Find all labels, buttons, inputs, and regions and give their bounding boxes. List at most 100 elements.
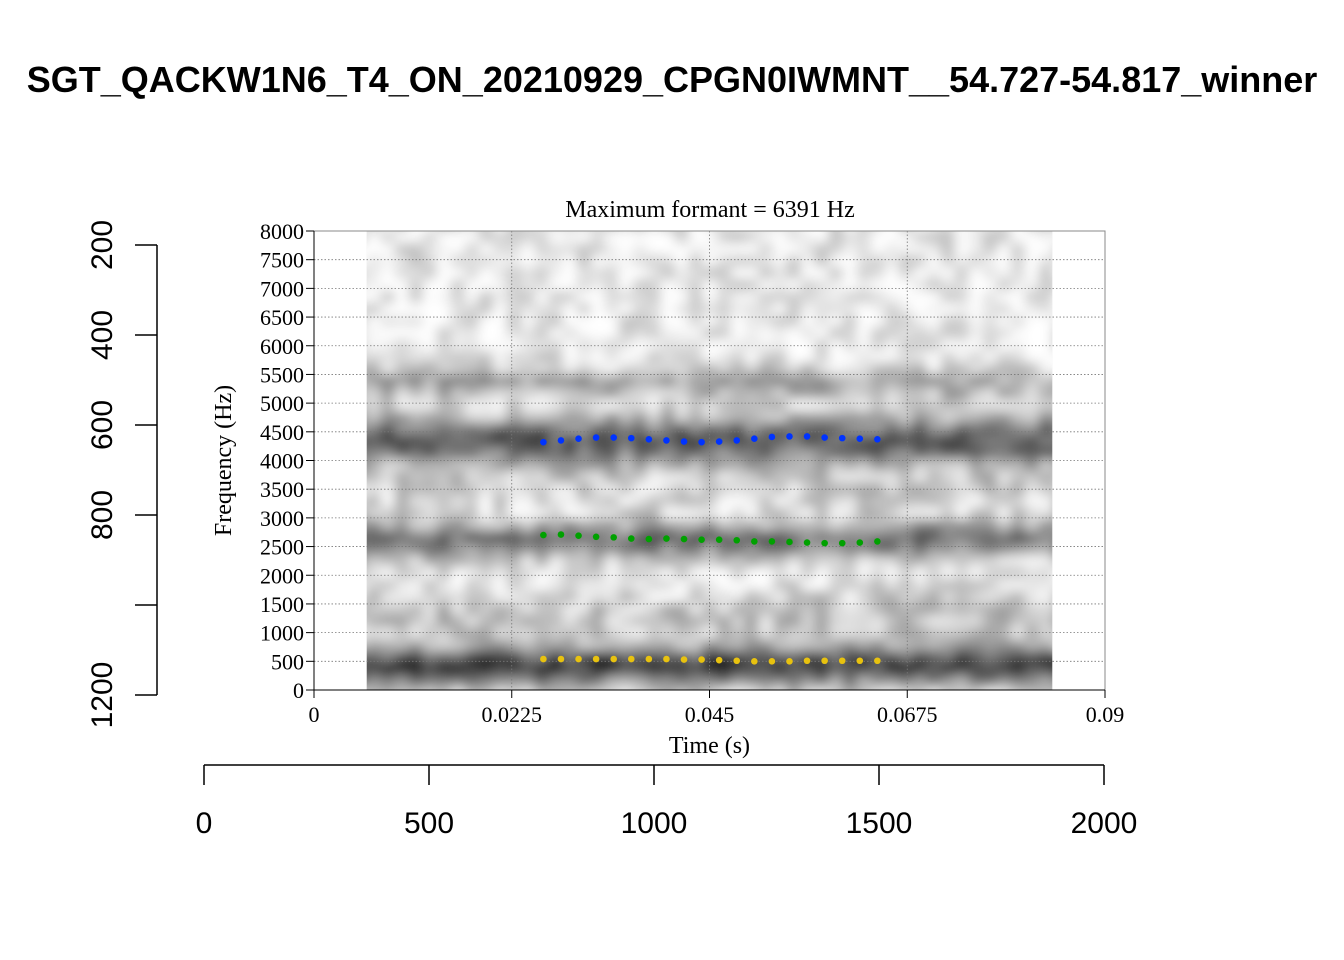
formant-point xyxy=(733,536,741,544)
y-tick-label: 4500 xyxy=(260,420,304,445)
formant-point xyxy=(874,435,881,443)
formant-point xyxy=(874,657,881,665)
formant-point xyxy=(838,434,846,442)
outer-x-tick-label: 500 xyxy=(404,807,454,840)
x-tick-label: 0.09 xyxy=(1086,702,1125,727)
formant-point xyxy=(856,435,864,442)
formant-point xyxy=(856,657,864,665)
formant-point xyxy=(663,437,670,444)
spectrogram xyxy=(366,231,1053,690)
y-tick-label: 8000 xyxy=(260,219,304,244)
formant-point xyxy=(645,535,653,543)
outer-y-tick-label: 1200 xyxy=(86,662,119,729)
formant-point xyxy=(751,538,758,545)
formant-point xyxy=(592,655,600,663)
y-tick-label: 2500 xyxy=(260,535,304,560)
x-axis-label: Time (s) xyxy=(669,733,750,759)
formant-point xyxy=(540,655,547,663)
x-tick-label: 0 xyxy=(309,702,320,727)
formant-point xyxy=(663,535,670,542)
formant-point xyxy=(751,658,758,665)
formant-point xyxy=(557,655,565,663)
x-axis: 0 0.0225 0.045 0.0675 0.09 xyxy=(309,689,1125,727)
formant-point xyxy=(575,435,582,442)
formant-point xyxy=(856,539,864,546)
chart-subtitle: Maximum formant = 6391 Hz xyxy=(565,197,855,223)
outer-y-tick-label: 400 xyxy=(86,310,119,360)
formant-point xyxy=(803,539,811,546)
x-tick-label: 0.0225 xyxy=(482,702,543,727)
formant-point xyxy=(733,657,741,665)
outer-x-tick-label: 1000 xyxy=(621,807,688,840)
y-tick-label: 6500 xyxy=(260,305,304,330)
formant-point xyxy=(627,434,635,442)
y-tick-label: 5000 xyxy=(260,391,304,416)
grid-lines xyxy=(313,230,1106,691)
formant-point xyxy=(540,531,547,539)
y-tick-label: 2000 xyxy=(260,563,304,588)
formant-point xyxy=(610,534,618,541)
formant-point xyxy=(663,655,670,663)
formant-point xyxy=(645,435,653,443)
formant-point xyxy=(821,657,828,665)
formant-point xyxy=(557,531,565,538)
y-tick-label: 3500 xyxy=(260,477,304,502)
formant-point xyxy=(786,658,793,665)
y-tick-label: 1000 xyxy=(260,621,304,646)
formant-point xyxy=(803,433,811,440)
x-tick-label: 0.0675 xyxy=(877,702,938,727)
outer-x-tick-label: 1500 xyxy=(846,807,913,840)
x-tick-label: 0.045 xyxy=(685,702,735,727)
y-tick-label: 7500 xyxy=(260,248,304,273)
outer-x-tick-label: 2000 xyxy=(1071,807,1138,840)
formant-point xyxy=(680,535,688,543)
formant-point xyxy=(715,656,723,664)
chart-title: SGT_QACKW1N6_T4_ON_20210929_CPGN0IWMNT__… xyxy=(27,59,1318,100)
formant-points xyxy=(540,433,881,665)
formant-point xyxy=(803,657,811,665)
formant-point xyxy=(610,655,618,663)
formant-point xyxy=(540,438,547,446)
y-tick-label: 7000 xyxy=(260,276,304,301)
formant-point xyxy=(592,434,600,441)
formant-point xyxy=(575,532,582,539)
formant-point xyxy=(874,538,881,545)
y-tick-label: 4000 xyxy=(260,449,304,474)
formant-point xyxy=(680,438,688,445)
formant-point xyxy=(698,438,705,446)
y-tick-label: 3000 xyxy=(260,506,304,531)
y-axis-label: Frequency (Hz) xyxy=(211,385,237,536)
outer-y-axis: 200 400 600 800 1200 xyxy=(86,220,158,729)
outer-x-tick-label: 0 xyxy=(196,807,213,840)
outer-y-tick-label: 200 xyxy=(86,220,119,270)
formant-point xyxy=(610,434,618,441)
y-axis: 0 500 1000 1500 2000 2500 3000 3500 4000 4500 5000… xyxy=(260,219,315,703)
formant-point xyxy=(645,655,653,663)
formant-point xyxy=(715,536,723,543)
formant-point xyxy=(557,437,565,444)
formant-point xyxy=(733,437,741,444)
formant-point xyxy=(627,655,635,663)
formant-point xyxy=(821,539,828,547)
formant-point xyxy=(768,538,776,545)
outer-y-tick-label: 800 xyxy=(86,490,119,540)
y-tick-label: 500 xyxy=(271,649,304,674)
formant-point xyxy=(768,433,776,441)
outer-y-tick-label: 600 xyxy=(86,400,119,450)
y-tick-label: 1500 xyxy=(260,592,304,617)
formant-point xyxy=(821,434,828,441)
formant-point xyxy=(680,656,688,663)
formant-point xyxy=(627,535,635,542)
y-tick-label: 6000 xyxy=(260,334,304,359)
outer-x-axis: 0 500 1000 1500 2000 xyxy=(196,764,1138,840)
y-tick-label: 0 xyxy=(293,678,304,703)
formant-point xyxy=(786,538,793,546)
formant-point xyxy=(838,539,846,547)
formant-point xyxy=(751,435,758,442)
y-tick-label: 5500 xyxy=(260,362,304,387)
formant-point xyxy=(768,658,776,665)
formant-point xyxy=(838,657,846,665)
formant-point xyxy=(698,536,705,543)
formant-point xyxy=(715,438,723,445)
